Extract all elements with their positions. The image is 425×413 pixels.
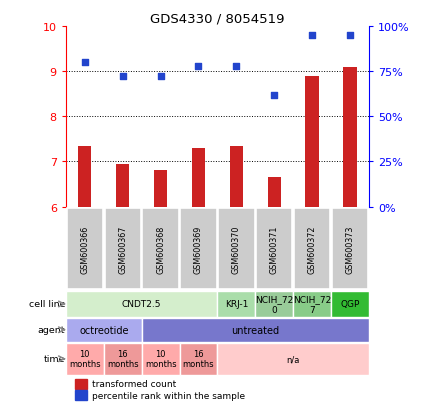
Bar [142,209,179,289]
Point [309,33,315,39]
Text: GSM600366: GSM600366 [80,225,89,273]
Text: cell line: cell line [28,300,65,309]
Bar [66,291,217,317]
Text: 16
months: 16 months [183,349,214,368]
Bar [179,343,217,375]
Text: CNDT2.5: CNDT2.5 [122,300,162,309]
Text: GSM600367: GSM600367 [118,225,127,273]
Text: time: time [44,354,65,363]
Text: NCIH_72
0: NCIH_72 0 [255,294,293,314]
Point [346,33,353,39]
Text: 10
months: 10 months [145,349,176,368]
Text: GSM600372: GSM600372 [308,225,317,273]
Bar [230,146,243,207]
Bar [294,209,330,289]
Text: NCIH_72
7: NCIH_72 7 [293,294,331,314]
Text: n/a: n/a [286,354,300,363]
Bar [75,391,87,400]
Point [157,74,164,81]
Bar [116,164,129,207]
Text: 10
months: 10 months [69,349,101,368]
Text: QGP: QGP [340,300,360,309]
Bar [343,67,357,207]
Bar [332,209,368,289]
Bar [218,209,255,289]
Bar [75,379,87,389]
Bar [67,209,103,289]
Bar [142,343,179,375]
Bar [217,291,255,317]
Point [82,59,88,66]
Bar [66,343,104,375]
Text: transformed count: transformed count [92,379,176,388]
Bar [66,318,142,342]
Bar [154,171,167,207]
Text: agent: agent [38,325,65,335]
Text: untreated: untreated [231,325,279,335]
Text: GSM600373: GSM600373 [346,225,354,273]
Text: percentile rank within the sample: percentile rank within the sample [92,391,245,400]
Text: KRJ-1: KRJ-1 [225,300,248,309]
Bar [293,291,331,317]
Bar [256,209,292,289]
Bar [104,343,142,375]
Point [233,63,240,70]
Text: GSM600368: GSM600368 [156,225,165,273]
Text: octreotide: octreotide [79,325,128,335]
Bar [268,178,281,207]
Bar [192,149,205,207]
Bar [217,343,369,375]
Point [119,74,126,81]
Title: GDS4330 / 8054519: GDS4330 / 8054519 [150,13,285,26]
Bar [142,318,369,342]
Bar [105,209,141,289]
Text: 16
months: 16 months [107,349,139,368]
Bar [78,146,91,207]
Text: GSM600371: GSM600371 [270,225,279,273]
Bar [306,76,319,207]
Text: GSM600369: GSM600369 [194,225,203,273]
Bar [331,291,369,317]
Bar [255,291,293,317]
Point [271,92,278,99]
Text: GSM600370: GSM600370 [232,225,241,273]
Bar [180,209,217,289]
Point [195,63,202,70]
